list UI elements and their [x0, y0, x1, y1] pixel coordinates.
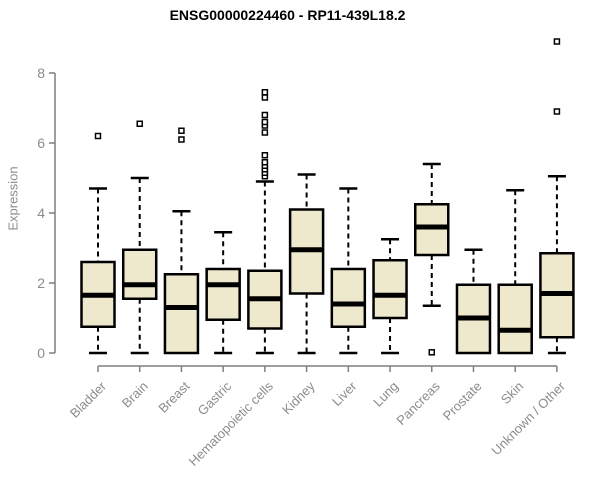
box-group — [497, 189, 533, 355]
outlier-point — [261, 152, 269, 159]
box-group — [247, 89, 283, 355]
box-group — [372, 238, 408, 355]
outlier-point — [261, 89, 269, 96]
x-category-label: Unknown / Other — [488, 378, 568, 458]
y-tick-label: 0 — [37, 345, 45, 361]
outlier-point — [178, 127, 185, 134]
x-category-label: Pancreas — [393, 378, 443, 428]
x-category-label: Bladder — [67, 378, 110, 421]
box — [163, 273, 200, 355]
outlier-point — [261, 129, 269, 136]
box — [330, 267, 367, 328]
box — [372, 259, 408, 320]
box-group — [205, 231, 241, 355]
box — [497, 283, 533, 355]
chart-title: ENSG00000224460 - RP11-439L18.2 — [169, 7, 406, 23]
box — [121, 248, 158, 300]
box-group — [288, 173, 325, 355]
outlier-point — [178, 136, 185, 143]
outlier-point — [136, 120, 143, 127]
outlier-point — [261, 118, 269, 126]
y-tick-label: 8 — [37, 65, 45, 81]
box-group — [539, 38, 575, 355]
box-group — [455, 248, 492, 355]
x-category-label: Breast — [155, 378, 192, 415]
outlier-point — [261, 159, 269, 166]
y-tick-label: 2 — [37, 275, 45, 291]
box — [205, 267, 241, 321]
box-group — [163, 127, 200, 355]
box — [414, 203, 450, 257]
outlier-point — [261, 94, 269, 101]
x-category-label: Skin — [498, 379, 526, 407]
y-tick-label: 4 — [37, 205, 45, 221]
x-category-label: Liver — [329, 378, 360, 409]
box-group — [414, 162, 450, 356]
outlier-point — [428, 349, 436, 356]
box-group — [80, 132, 116, 355]
x-category-label: Kidney — [279, 378, 318, 417]
outlier-point — [261, 111, 269, 119]
box-group — [330, 187, 367, 355]
box-group — [121, 120, 158, 355]
y-tick-label: 6 — [37, 135, 45, 151]
outlier-point — [553, 38, 561, 45]
outlier-point — [553, 108, 561, 115]
x-category-label: Gastric — [195, 378, 235, 418]
x-category-label: Brain — [119, 379, 151, 411]
x-category-label: Lung — [370, 379, 401, 410]
x-category-label: Prostate — [440, 379, 485, 424]
outlier-point — [94, 132, 102, 140]
